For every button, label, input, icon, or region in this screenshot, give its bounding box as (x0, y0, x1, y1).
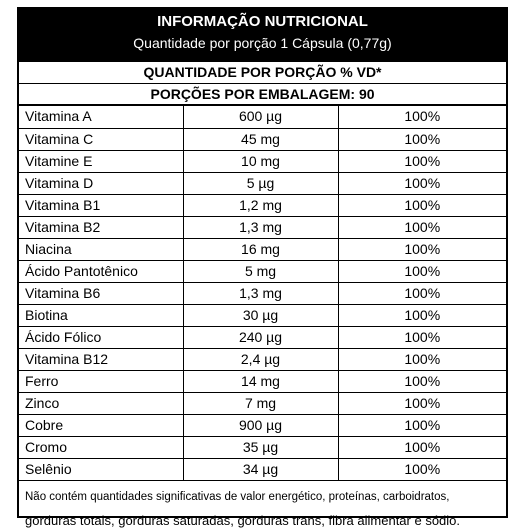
nutrient-row: Zinco 7 mg 100% (19, 392, 506, 415)
nutrient-name: Cromo (19, 436, 184, 459)
nutrient-row: Ácido Pantotênico 5 mg 100% (19, 260, 506, 283)
nutrient-row: Biotina 30 µg 100% (19, 304, 506, 327)
nutrient-daily-value: 100% (338, 326, 506, 349)
nutrient-daily-value: 100% (338, 194, 506, 217)
nutrient-name: Vitamina A (19, 106, 184, 129)
nutrient-amount: 35 µg (183, 436, 339, 459)
nutrient-name: Zinco (19, 392, 184, 415)
nutrient-name: Vitamine E (19, 150, 184, 173)
nutrient-daily-value: 100% (338, 370, 506, 393)
footer-note: Não contém quantidades significativas de… (19, 481, 506, 532)
nutrient-amount: 14 mg (183, 370, 339, 393)
nutrient-daily-value: 100% (338, 150, 506, 173)
nutrient-name: Cobre (19, 414, 184, 437)
nutrient-row: Vitamina A 600 µg 100% (19, 106, 506, 129)
nutrient-amount: 10 mg (183, 150, 339, 173)
nutrient-row: Selênio 34 µg 100% (19, 458, 506, 481)
nutrient-name: Ferro (19, 370, 184, 393)
nutrient-amount: 900 µg (183, 414, 339, 437)
nutrient-name: Vitamina B2 (19, 216, 184, 239)
nutrient-row: Vitamine E 10 mg 100% (19, 150, 506, 173)
panel-title: INFORMAÇÃO NUTRICIONAL (157, 13, 368, 30)
nutrient-name: Ácido Fólico (19, 326, 184, 349)
header: INFORMAÇÃO NUTRICIONAL Quantidade por po… (19, 9, 506, 62)
nutrient-daily-value: 100% (338, 282, 506, 305)
nutrient-daily-value: 100% (338, 106, 506, 129)
nutrient-amount: 45 mg (183, 128, 339, 151)
nutrient-daily-value: 100% (338, 436, 506, 459)
nutrient-table: Vitamina A 600 µg 100% Vitamina C 45 mg 100% V… (19, 106, 506, 481)
footer-line-1: Não contém quantidades significativas de… (25, 490, 450, 503)
nutrient-daily-value: 100% (338, 238, 506, 261)
nutrient-amount: 7 mg (183, 392, 339, 415)
nutrient-amount: 5 mg (183, 260, 339, 283)
nutrient-row: Vitamina C 45 mg 100% (19, 128, 506, 151)
nutrient-daily-value: 100% (338, 392, 506, 415)
nutrient-amount: 600 µg (183, 106, 339, 129)
nutrient-amount: 16 mg (183, 238, 339, 261)
serving-size: Quantidade por porção 1 Cápsula (0,77g) (133, 35, 392, 51)
nutrient-row: Vitamina B1 1,2 mg 100% (19, 194, 506, 217)
nutrient-row: Niacina 16 mg 100% (19, 238, 506, 261)
nutrient-daily-value: 100% (338, 260, 506, 283)
nutrient-amount: 1,3 mg (183, 216, 339, 239)
nutrient-row: Vitamina B12 2,4 µg 100% (19, 348, 506, 371)
nutrient-daily-value: 100% (338, 128, 506, 151)
nutrient-daily-value: 100% (338, 458, 506, 481)
nutrient-amount: 30 µg (183, 304, 339, 327)
nutrient-name: Niacina (19, 238, 184, 261)
nutrient-daily-value: 100% (338, 216, 506, 239)
nutrient-amount: 34 µg (183, 458, 339, 481)
nutrient-name: Vitamina B1 (19, 194, 184, 217)
nutrient-amount: 240 µg (183, 326, 339, 349)
nutrient-name: Vitamina B12 (19, 348, 184, 371)
nutrient-name: Vitamina D (19, 172, 184, 195)
nutrient-daily-value: 100% (338, 172, 506, 195)
nutrient-daily-value: 100% (338, 304, 506, 327)
footer-line-2: gorduras totais, gorduras saturadas, gor… (25, 512, 461, 528)
nutrient-amount: 1,3 mg (183, 282, 339, 305)
nutrient-daily-value: 100% (338, 414, 506, 437)
nutrient-amount: 2,4 µg (183, 348, 339, 371)
nutrient-daily-value: 100% (338, 348, 506, 371)
nutrient-name: Ácido Pantotênico (19, 260, 184, 283)
servings-per-package-band: PORÇÕES POR EMBALAGEM: 90 (19, 84, 506, 106)
nutrient-table-body: Vitamina A 600 µg 100% Vitamina C 45 mg 100% V… (19, 106, 506, 481)
nutrient-amount: 5 µg (183, 172, 339, 195)
nutrient-name: Vitamina C (19, 128, 184, 151)
quantity-per-serving-band: QUANTIDADE POR PORÇÃO % VD* (19, 62, 506, 84)
nutrient-row: Vitamina B6 1,3 mg 100% (19, 282, 506, 305)
nutrient-row: Ferro 14 mg 100% (19, 370, 506, 393)
nutrient-row: Vitamina B2 1,3 mg 100% (19, 216, 506, 239)
nutrient-name: Vitamina B6 (19, 282, 184, 305)
nutrient-name: Biotina (19, 304, 184, 327)
nutrient-row: Ácido Fólico 240 µg 100% (19, 326, 506, 349)
nutrition-facts-panel: INFORMAÇÃO NUTRICIONAL Quantidade por po… (17, 7, 508, 528)
nutrient-row: Cromo 35 µg 100% (19, 436, 506, 459)
nutrient-amount: 1,2 mg (183, 194, 339, 217)
nutrient-name: Selênio (19, 458, 184, 481)
nutrient-row: Cobre 900 µg 100% (19, 414, 506, 437)
